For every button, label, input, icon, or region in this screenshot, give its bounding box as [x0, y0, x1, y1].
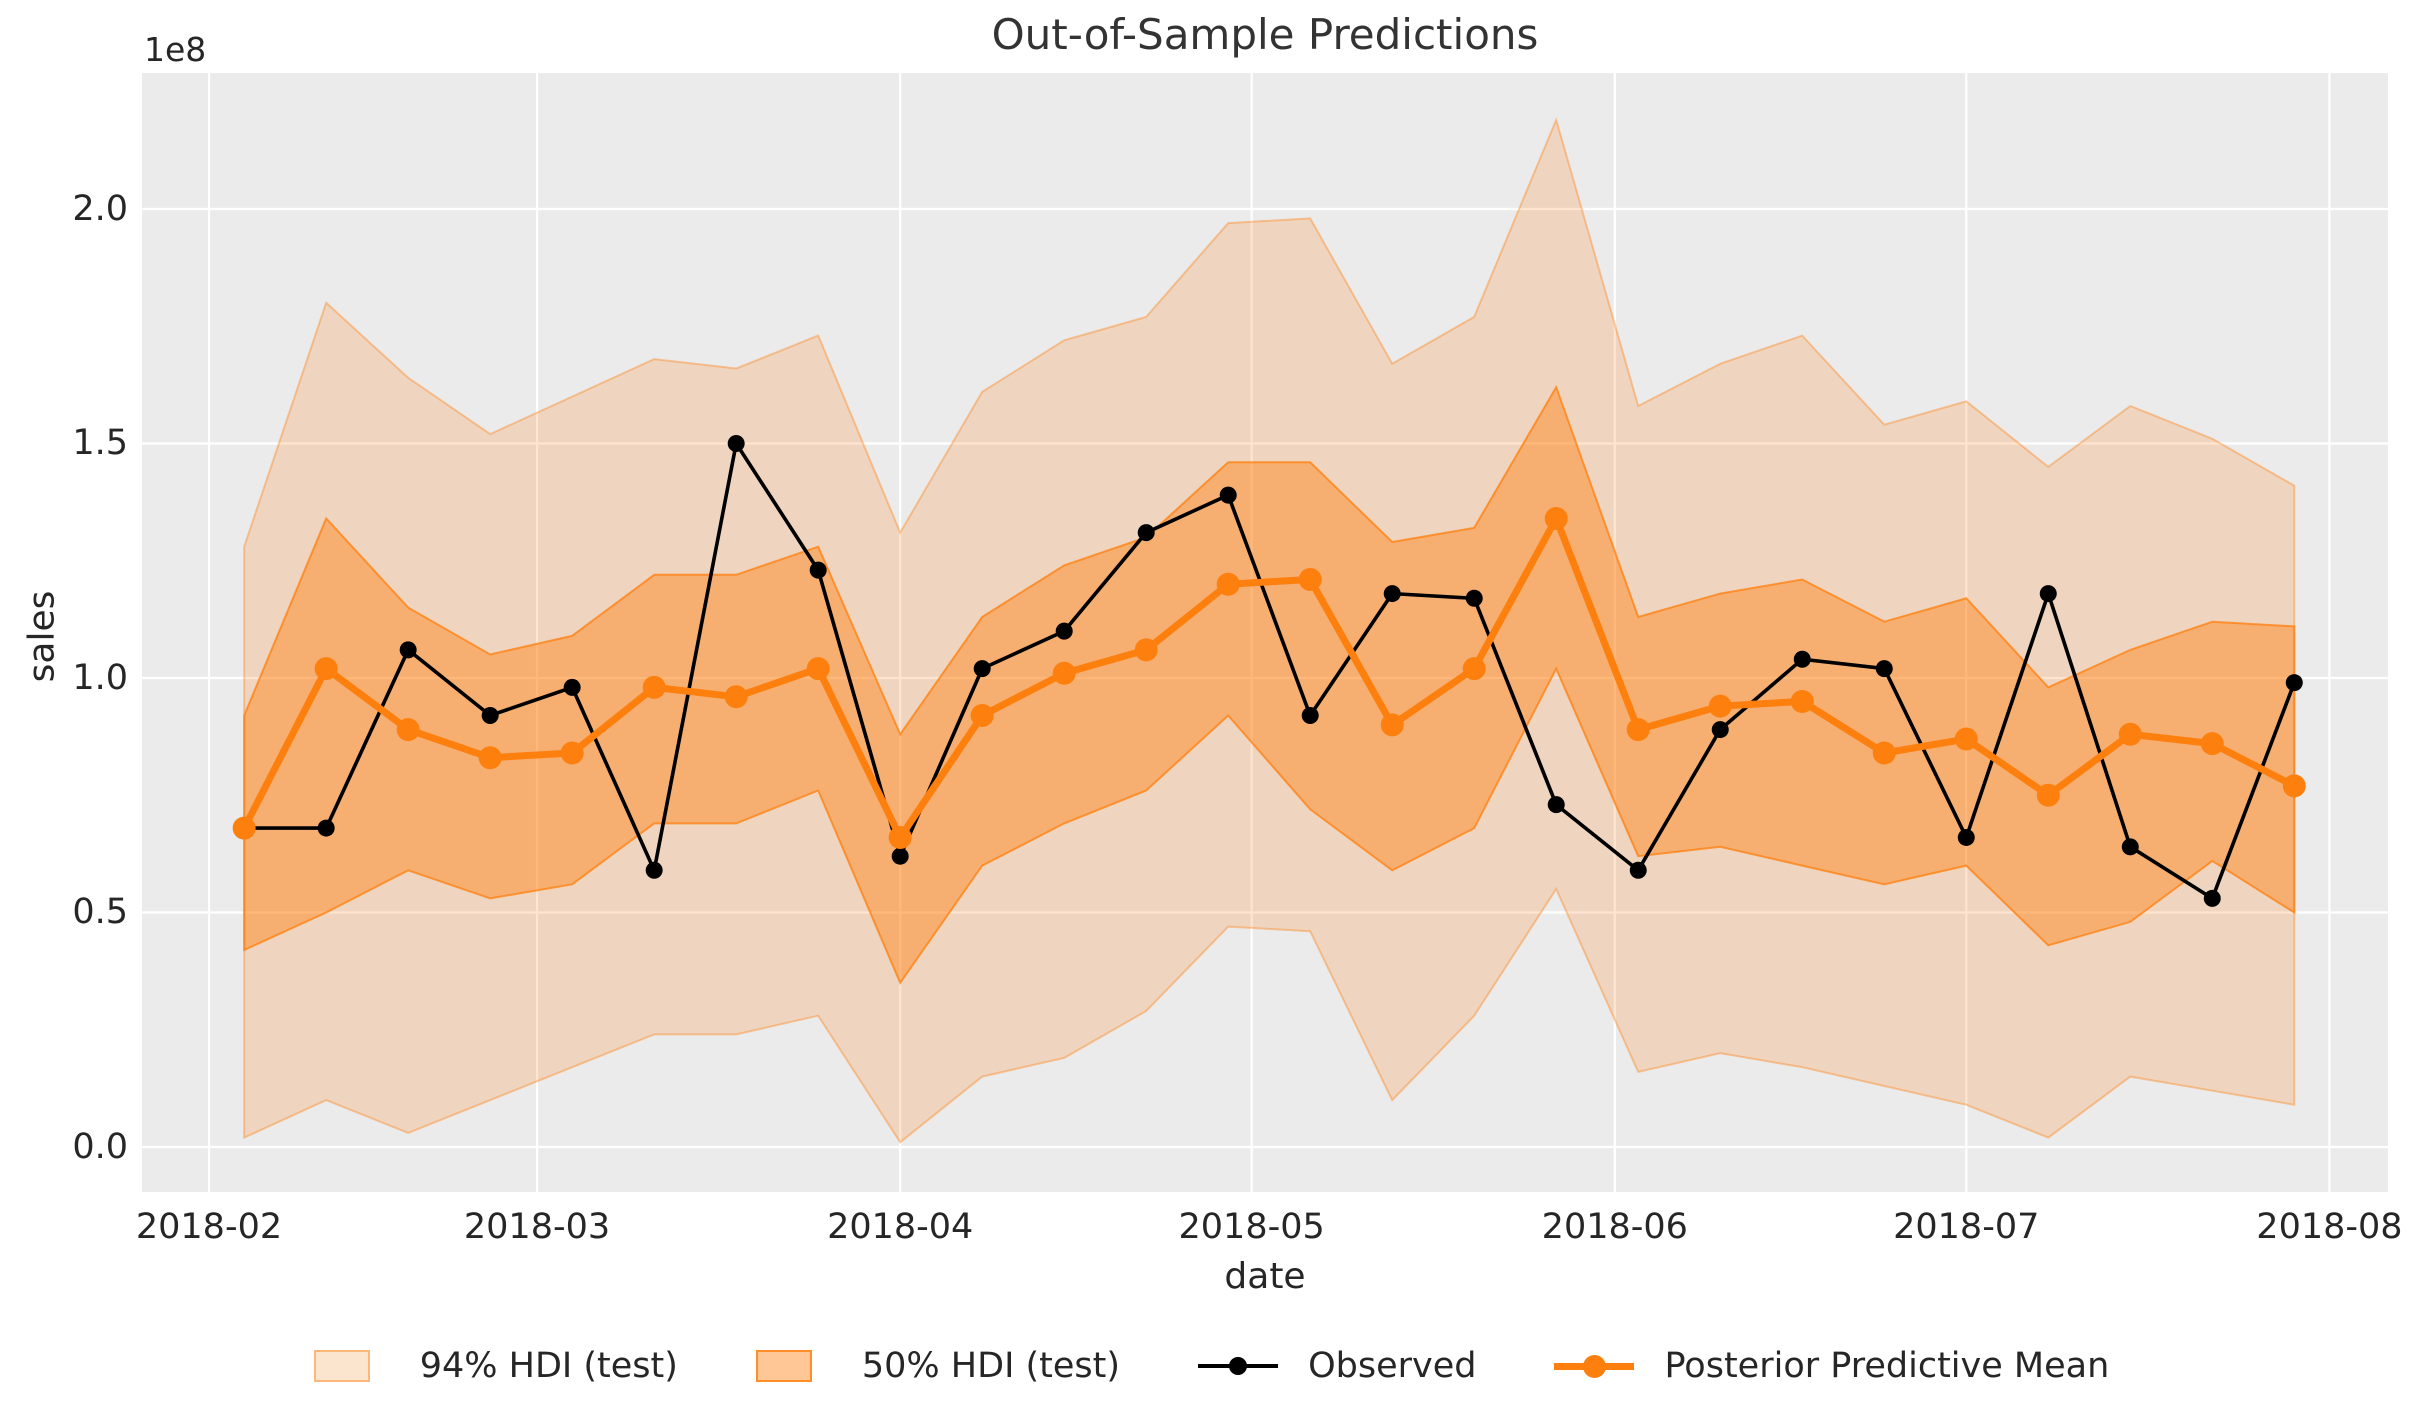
observed-point — [1793, 650, 1811, 668]
posterior-predictive-mean-point — [888, 825, 912, 849]
observed-point — [1383, 585, 1401, 603]
posterior-predictive-mean-point — [1954, 727, 1978, 751]
legend-item-94-hdi: 94% HDI (test) — [313, 1346, 678, 1386]
x-tick-label: 2018-08 — [2256, 1207, 2403, 1247]
observed-point — [973, 660, 991, 678]
observed-point — [2285, 674, 2303, 692]
chart-title: Out-of-Sample Predictions — [991, 10, 1539, 59]
observed-point — [399, 641, 417, 659]
posterior-predictive-mean-point — [642, 675, 666, 699]
plot-area — [142, 73, 2388, 1192]
y-tick-label: 1.5 — [72, 423, 128, 464]
x-axis-label: date — [1224, 1256, 1306, 1297]
y-tick-label: 2.0 — [72, 189, 128, 229]
observed-point — [727, 434, 745, 452]
observed-point — [563, 678, 581, 696]
posterior-predictive-mean-point — [560, 741, 584, 765]
x-tick-label: 2018-03 — [463, 1207, 611, 1247]
hdi-50-band — [243, 384, 2296, 985]
posterior-predictive-mean-point — [806, 657, 830, 681]
posterior-predictive-mean-point — [2200, 732, 2224, 756]
posterior-predictive-mean-point — [396, 718, 420, 742]
observed-point — [645, 861, 663, 879]
posterior-predictive-mean-marker-icon — [1554, 1354, 1635, 1378]
posterior-predictive-mean-point — [1708, 694, 1732, 718]
observed-point — [317, 819, 335, 837]
observed-point — [1137, 524, 1155, 542]
legend-label-observed: Observed — [1308, 1346, 1477, 1386]
posterior-predictive-mean-point — [1544, 507, 1568, 531]
posterior-predictive-mean-point — [1216, 572, 1240, 596]
legend-label-50-hdi: 50% HDI (test) — [861, 1346, 1121, 1386]
observed-line — [244, 438, 2296, 902]
posterior-predictive-mean-point — [2036, 783, 2060, 807]
observed-point — [1219, 486, 1237, 504]
legend-label-94-hdi: 94% HDI (test) — [419, 1346, 678, 1386]
posterior-predictive-mean-point — [970, 704, 994, 728]
posterior-predictive-mean-point — [724, 685, 748, 709]
posterior-predictive-mean-point — [1872, 741, 1896, 765]
posterior-predictive-mean-point — [1134, 638, 1158, 662]
posterior-predictive-mean-point — [1298, 568, 1322, 592]
observed-point — [1875, 660, 1893, 678]
observed-point — [809, 561, 827, 579]
x-tick-label: 2018-04 — [827, 1207, 974, 1247]
posterior-predictive-mean-point — [1626, 718, 1650, 742]
posterior-predictive-mean-point — [1380, 713, 1404, 737]
posterior-predictive-mean-point — [2282, 774, 2306, 798]
y-tick-label: 0.0 — [72, 1126, 128, 1167]
observed-point — [1629, 861, 1647, 879]
observed-point — [1465, 589, 1483, 607]
posterior-predictive-mean-point — [1052, 661, 1076, 685]
posterior-predictive-mean-point — [314, 657, 338, 681]
observed-point — [2121, 838, 2139, 856]
y-tick-label: 1.0 — [72, 657, 128, 698]
x-tick-label: 2018-02 — [135, 1207, 283, 1247]
observed-point — [1301, 707, 1319, 725]
legend-item-observed: Observed — [1198, 1346, 1476, 1386]
posterior-predictive-mean-line — [241, 515, 2296, 841]
y-axis-offset-label: 1e8 — [144, 30, 207, 69]
observed-point — [1711, 721, 1729, 739]
x-tick-label: 2018-05 — [1178, 1207, 1325, 1247]
plot-canvas — [142, 73, 2388, 1192]
observed-point — [1547, 796, 1565, 814]
observed-point — [891, 847, 909, 865]
observed-marker-icon — [1198, 1354, 1279, 1378]
observed-point — [2203, 889, 2221, 907]
legend-item-50-hdi: 50% HDI (test) — [755, 1346, 1121, 1386]
observed-point — [1055, 622, 1073, 640]
y-tick-label: 0.5 — [72, 892, 128, 933]
50-hdi-swatch-icon — [755, 1350, 812, 1382]
posterior-predictive-mean-point — [232, 816, 256, 840]
hdi-94-band — [243, 116, 2296, 1144]
posterior-predictive-mean-point — [1790, 689, 1814, 713]
posterior-predictive-mean-point — [2118, 722, 2142, 746]
observed-point — [481, 707, 499, 725]
legend: 94% HDI (test) 50% HDI (test) Observed P… — [0, 1332, 2423, 1400]
observed-point — [2039, 585, 2057, 603]
x-tick-label: 2018-06 — [1541, 1207, 1688, 1247]
94-hdi-swatch-icon — [313, 1350, 370, 1382]
x-tick-label: 2018-07 — [1893, 1207, 2040, 1247]
legend-item-posterior-predictive-mean: Posterior Predictive Mean — [1554, 1346, 2109, 1386]
posterior-predictive-mean-point — [1462, 657, 1486, 681]
posterior-predictive-mean-point — [478, 746, 502, 770]
legend-label-posterior-predictive-mean: Posterior Predictive Mean — [1664, 1346, 2110, 1386]
observed-point — [1957, 828, 1975, 846]
